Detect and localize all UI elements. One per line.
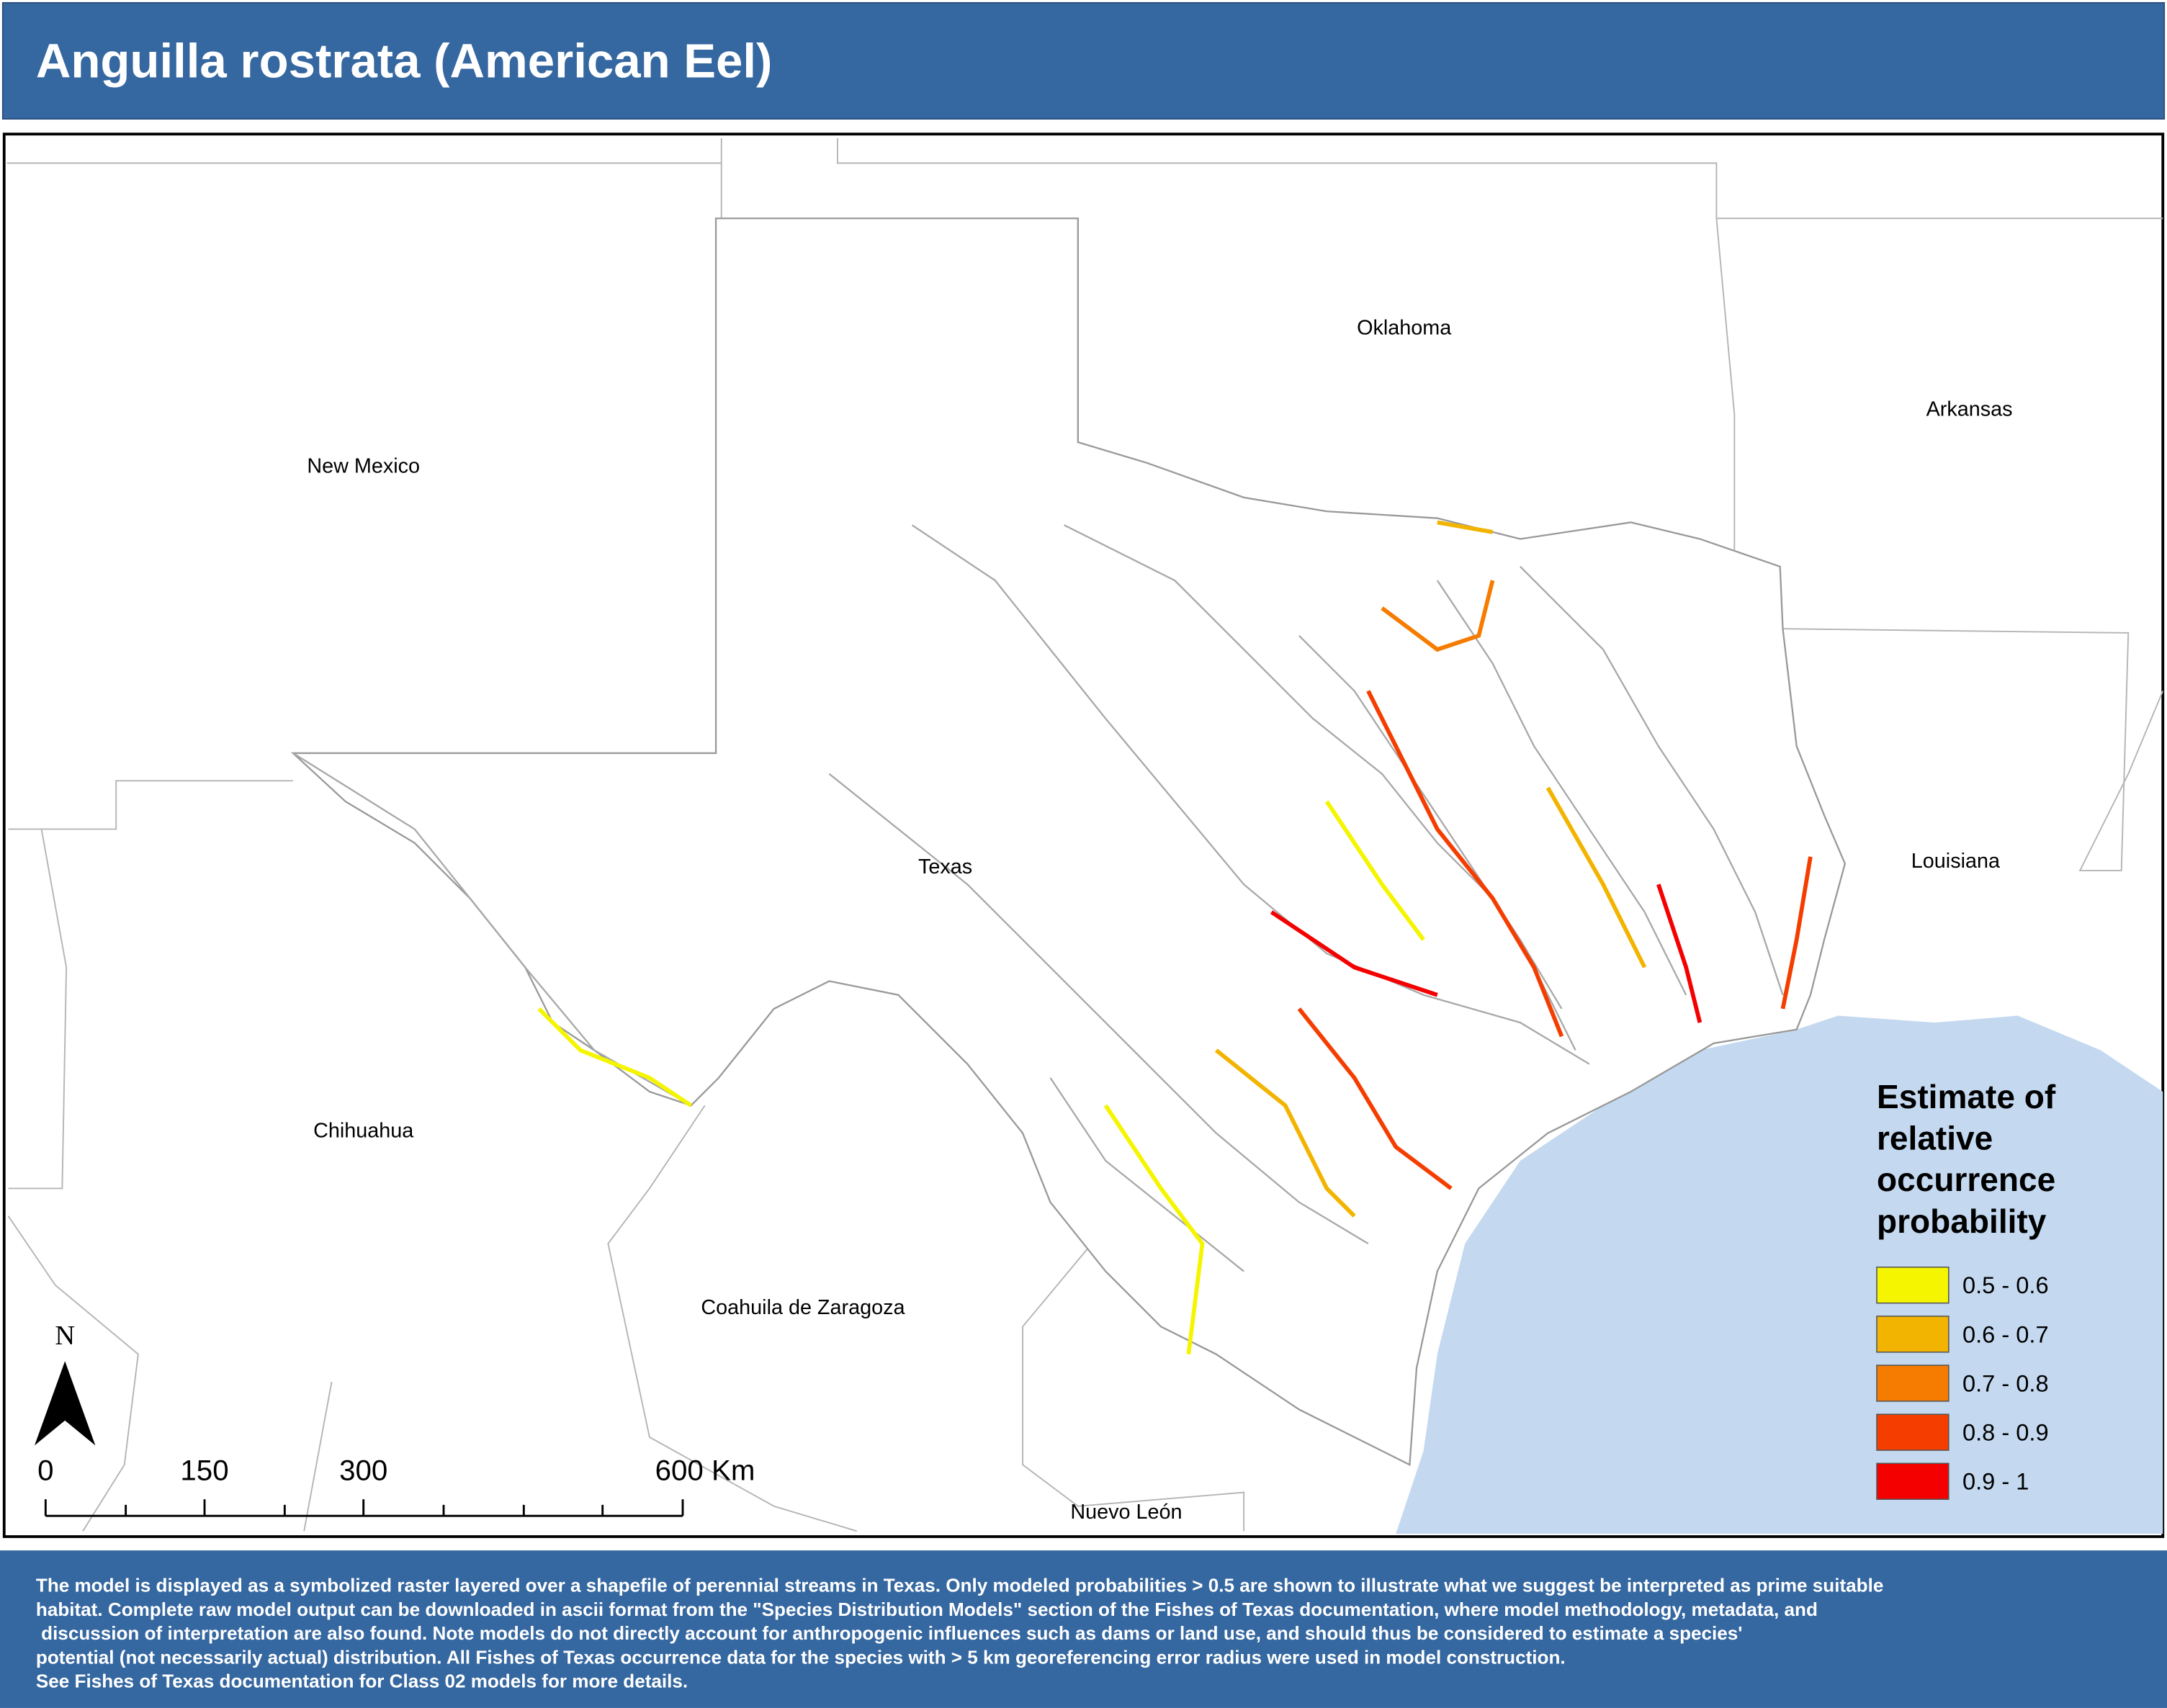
legend-title: relative [1877,1120,1993,1157]
scale-label: 0 [37,1454,53,1486]
footer-text: discussion of interpretation are also fo… [36,1622,1743,1644]
header-bar [1,1,2166,120]
scale-label: 150 [180,1454,228,1486]
scale-label: 300 [339,1454,387,1486]
legend-swatch [1876,1413,1950,1451]
footer-text: habitat. Complete raw model output can b… [36,1599,1818,1620]
legend-title: occurrence [1877,1161,2055,1198]
north-arrow [34,1361,96,1446]
legend-label: 0.7 - 0.8 [1962,1370,2049,1396]
footer-bar [0,1550,2167,1708]
scale-bar [44,1499,684,1517]
footer: The model is displayed as a symbolized r… [36,1575,1883,1692]
legend-title: Estimate of [1877,1078,2056,1115]
map: New Mexico Oklahoma Arkansas Texas Louis… [2,132,2165,1538]
region-label: Coahuila de Zaragoza [701,1296,905,1319]
region-label: Arkansas [1926,398,2013,421]
legend-label: 0.8 - 0.9 [1962,1419,2049,1446]
region-label: Oklahoma [1357,316,1451,339]
footer-text: potential (not necessarily actual) distr… [36,1646,1566,1668]
region-label: Texas [918,855,972,878]
legend-label: 0.9 - 1 [1962,1468,2029,1495]
region-label: New Mexico [307,454,420,477]
gulf [1396,1015,2163,1534]
footer-text: The model is displayed as a symbolized r… [36,1575,1883,1596]
legend-swatch [1876,1267,1950,1304]
legend-swatch [1876,1316,1950,1353]
north-label: N [55,1321,75,1351]
scale-label: 600 Km [655,1454,755,1486]
region-label: Nuevo León [1070,1501,1182,1524]
legend-label: 0.5 - 0.6 [1962,1272,2049,1298]
footer-text: See Fishes of Texas documentation for Cl… [36,1671,688,1692]
probability-raster [537,520,1813,1355]
legend: Estimate of relative occurrence probability… [1876,1078,2056,1500]
legend-title: probability [1877,1203,2047,1240]
region-label: Louisiana [1911,850,2000,873]
legend-swatch [1876,1462,1950,1500]
legend-swatch [1876,1365,1950,1402]
region-label: Chihuahua [313,1119,413,1142]
title: Anguilla rostrata (American Eel) [36,35,773,89]
legend-label: 0.6 - 0.7 [1962,1321,2049,1347]
borders [6,138,2164,1532]
